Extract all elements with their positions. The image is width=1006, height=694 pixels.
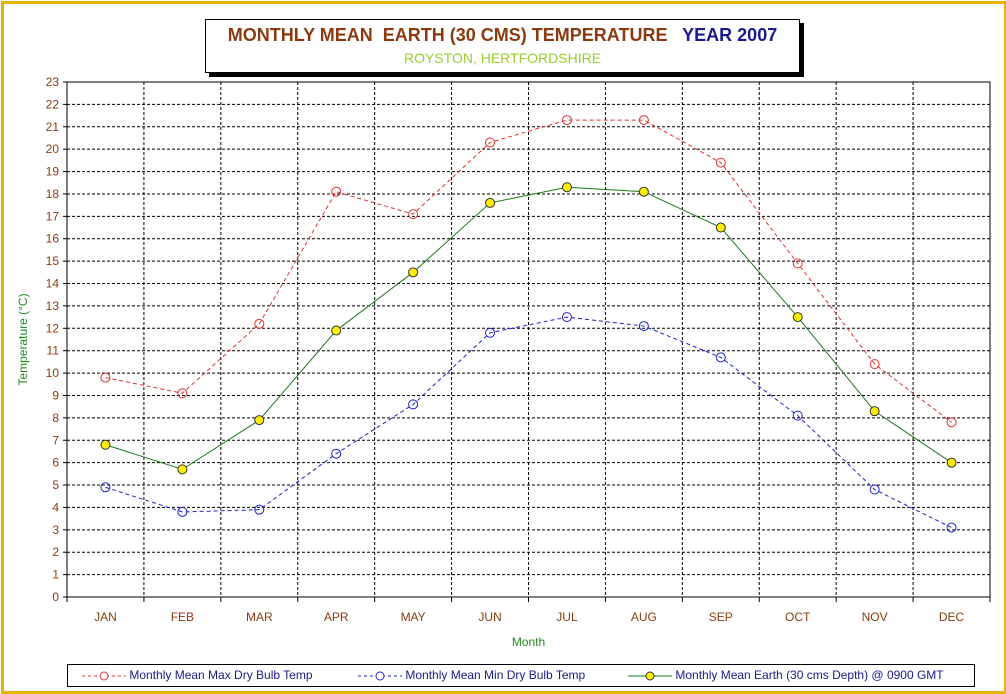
y-tick-label: 21: [46, 120, 60, 134]
series-line-0: [105, 119, 952, 423]
y-tick-label: 12: [46, 321, 60, 335]
x-tick-label: MAR: [246, 610, 273, 624]
y-tick-label: 4: [52, 500, 59, 514]
data-point: [946, 522, 957, 533]
data-point: [331, 325, 342, 336]
data-point: [485, 327, 496, 338]
data-point: [485, 137, 496, 148]
data-point: [715, 352, 726, 363]
data-point: [408, 399, 419, 410]
data-point: [408, 209, 419, 220]
data-point: [100, 439, 111, 450]
data-point: [100, 372, 111, 383]
y-tick-label: 3: [52, 523, 59, 537]
title-main: MONTHLY MEAN EARTH (30 CMS) TEMPERATURE: [227, 25, 668, 45]
data-point: [946, 457, 957, 468]
data-point: [946, 417, 957, 428]
legend-min-symbol: [358, 671, 402, 681]
y-tick-label: 18: [46, 187, 60, 201]
y-tick-label: 7: [52, 433, 59, 447]
data-point: [331, 186, 342, 197]
y-tick-label: 10: [46, 366, 60, 380]
data-point: [792, 410, 803, 421]
y-tick-label: 23: [46, 75, 60, 89]
x-tick-label: APR: [324, 610, 349, 624]
data-point: [485, 197, 496, 208]
y-tick-label: 17: [46, 209, 60, 223]
y-tick-label: 22: [46, 97, 60, 111]
x-tick-label: SEP: [709, 610, 733, 624]
x-tick-label: FEB: [171, 610, 194, 624]
chart-subtitle: ROYSTON, HERTFORDSHIRE: [403, 50, 602, 66]
x-axis-title: Month: [512, 635, 545, 649]
legend-earth-label: Monthly Mean Earth (30 cms Depth) @ 0900…: [675, 668, 944, 682]
data-point: [561, 182, 572, 193]
y-tick-label: 1: [52, 568, 59, 582]
data-point: [177, 464, 188, 475]
data-point: [715, 222, 726, 233]
x-tick-label: JAN: [94, 610, 117, 624]
data-point: [100, 482, 111, 493]
x-tick-label: MAY: [401, 610, 426, 624]
y-axis-title: Temperature (°C): [16, 293, 30, 385]
title-year: YEAR 2007: [682, 25, 778, 45]
x-tick-label: DEC: [939, 610, 965, 624]
data-point: [638, 115, 649, 126]
y-tick-label: 5: [52, 478, 59, 492]
series-line-2: [105, 186, 952, 470]
data-point: [254, 504, 265, 515]
y-tick-label: 20: [46, 142, 60, 156]
data-point: [638, 321, 649, 332]
y-tick-label: 13: [46, 299, 60, 313]
data-point: [561, 115, 572, 126]
x-tick-label: AUG: [631, 610, 657, 624]
y-tick-label: 19: [46, 165, 60, 179]
legend-item-min: Monthly Mean Min Dry Bulb Temp: [358, 668, 585, 683]
data-point: [177, 506, 188, 517]
legend-min-label: Monthly Mean Min Dry Bulb Temp: [405, 668, 586, 682]
y-tick-label: 16: [46, 232, 60, 246]
title-box: MONTHLY MEAN EARTH (30 CMS) TEMPERATURE …: [205, 19, 800, 73]
legend-max-label: Monthly Mean Max Dry Bulb Temp: [129, 668, 313, 682]
y-tick-label: 6: [52, 456, 59, 470]
y-tick-label: 0: [52, 590, 59, 604]
data-point: [715, 157, 726, 168]
y-tick-label: 9: [52, 388, 59, 402]
x-tick-label: NOV: [862, 610, 888, 624]
data-point: [869, 406, 880, 417]
y-tick-label: 15: [46, 254, 60, 268]
data-point: [792, 312, 803, 323]
data-point: [254, 415, 265, 426]
legend-max-symbol: [82, 671, 126, 681]
x-tick-label: JUN: [478, 610, 501, 624]
data-point: [561, 312, 572, 323]
data-point: [177, 388, 188, 399]
legend: Monthly Mean Max Dry Bulb Temp Monthly M…: [67, 664, 975, 687]
data-point: [869, 484, 880, 495]
legend-item-max: Monthly Mean Max Dry Bulb Temp: [82, 668, 313, 683]
x-tick-label: OCT: [785, 610, 811, 624]
legend-item-earth: Monthly Mean Earth (30 cms Depth) @ 0900…: [628, 668, 944, 683]
x-tick-label: JUL: [556, 610, 578, 624]
y-tick-label: 14: [46, 277, 60, 291]
y-tick-label: 11: [47, 344, 60, 358]
data-point: [331, 448, 342, 459]
data-point: [408, 267, 419, 278]
legend-earth-symbol: [628, 671, 672, 681]
data-point: [869, 359, 880, 370]
y-tick-label: 8: [52, 411, 59, 425]
data-point: [792, 258, 803, 269]
data-point: [254, 318, 265, 329]
chart-title: MONTHLY MEAN EARTH (30 CMS) TEMPERATURE …: [206, 25, 799, 46]
data-point: [638, 186, 649, 197]
y-tick-label: 2: [52, 545, 59, 559]
